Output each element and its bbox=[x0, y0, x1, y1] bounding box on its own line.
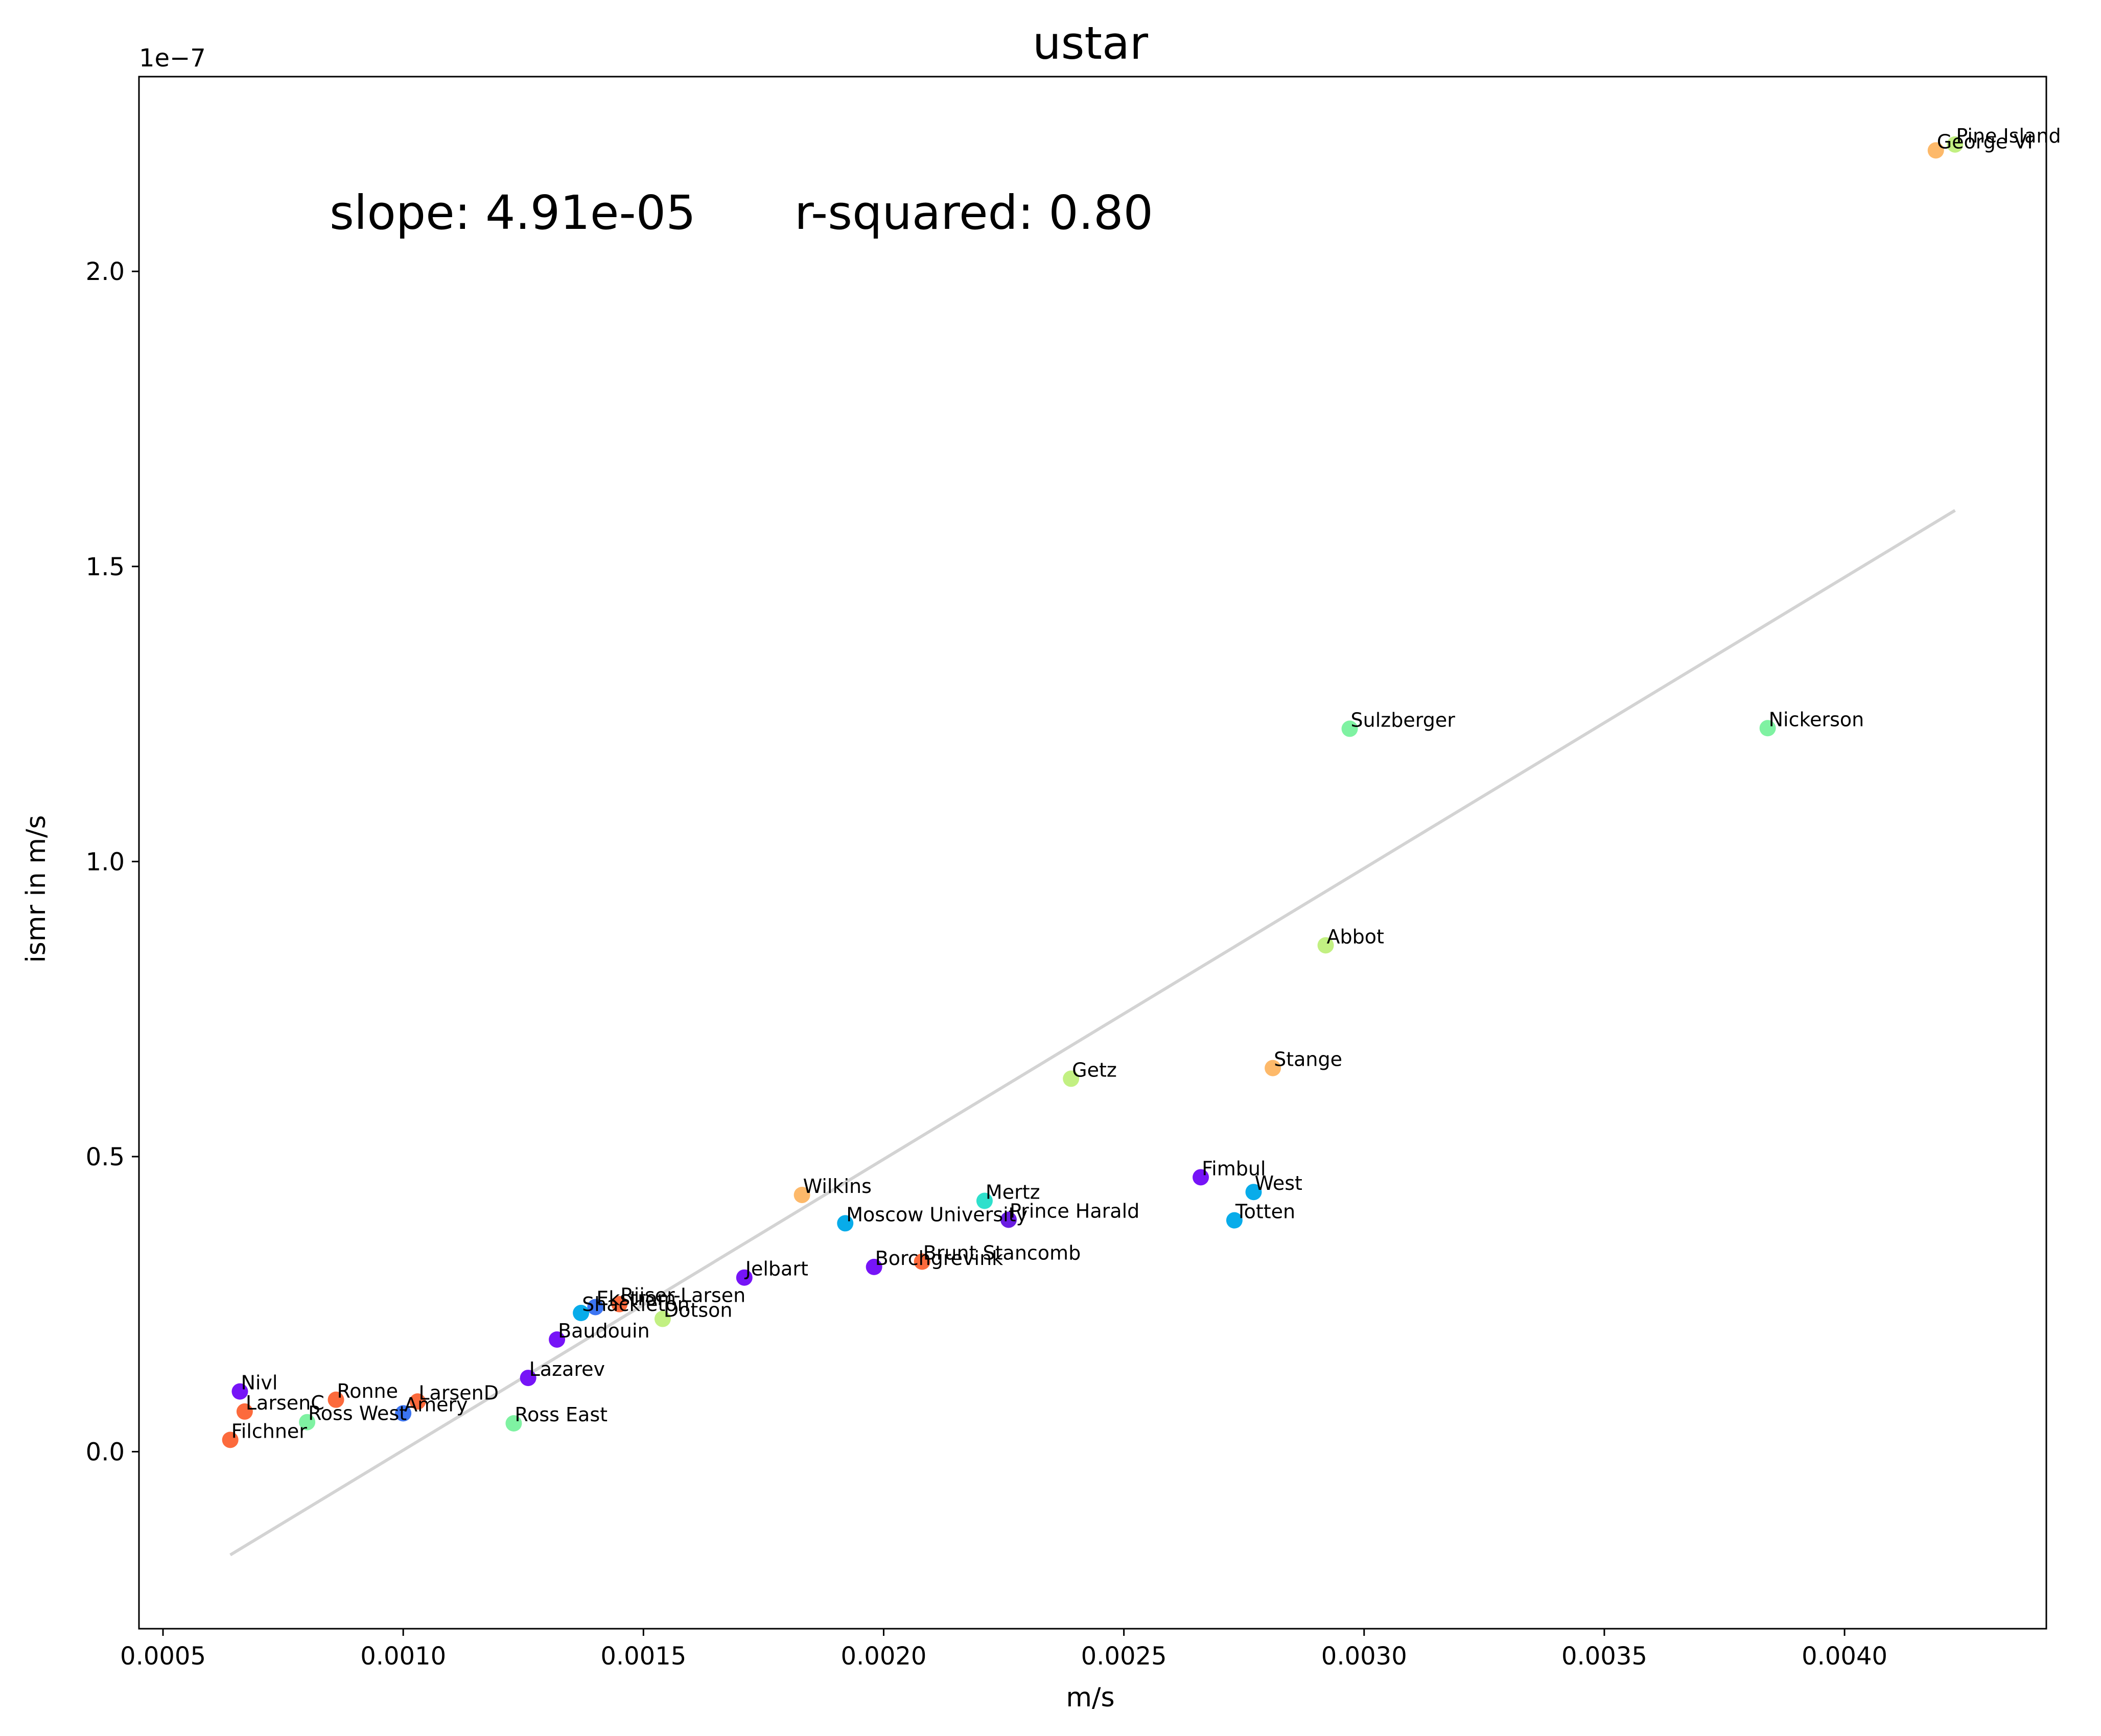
point-label: George VI bbox=[1937, 130, 2033, 153]
x-tick-label: 0.0010 bbox=[360, 1642, 446, 1671]
data-point bbox=[1226, 1212, 1243, 1229]
point-label: Nivl bbox=[241, 1372, 277, 1394]
data-point bbox=[1317, 937, 1334, 954]
point-label: Fimbul bbox=[1202, 1157, 1266, 1180]
data-point bbox=[914, 1253, 930, 1270]
point-label: Riiser-Larsen bbox=[620, 1284, 745, 1307]
point-label: Borchgrevink bbox=[875, 1247, 1003, 1270]
data-point bbox=[328, 1391, 344, 1408]
point-label: Nickerson bbox=[1769, 708, 1864, 731]
data-point bbox=[1265, 1060, 1281, 1076]
data-point bbox=[573, 1305, 590, 1322]
point-label: Stange bbox=[1274, 1048, 1342, 1071]
data-point bbox=[1947, 136, 1964, 153]
x-tick-label: 0.0035 bbox=[1561, 1642, 1647, 1671]
y-axis-title: ismr in m/s bbox=[21, 815, 52, 963]
y-tick-label: 0.5 bbox=[86, 1143, 125, 1171]
x-tick-label: 0.0040 bbox=[1802, 1642, 1887, 1671]
point-label: Filchner bbox=[231, 1420, 308, 1442]
x-tick-label: 0.0020 bbox=[841, 1642, 926, 1671]
data-point bbox=[654, 1310, 671, 1327]
point-label: Dotson bbox=[664, 1299, 733, 1322]
data-point bbox=[505, 1415, 522, 1432]
point-label: Mertz bbox=[986, 1181, 1040, 1204]
regression-line bbox=[229, 509, 1956, 1557]
x-tick-label: 0.0025 bbox=[1081, 1642, 1167, 1671]
point-label: Totten bbox=[1235, 1201, 1295, 1223]
point-label: Moscow University bbox=[846, 1203, 1028, 1226]
data-point bbox=[793, 1186, 810, 1203]
data-points bbox=[222, 136, 1964, 1448]
data-point bbox=[231, 1383, 248, 1400]
point-label: Brunt Stancomb bbox=[923, 1242, 1081, 1264]
point-label: Ronne bbox=[337, 1380, 399, 1402]
data-point bbox=[611, 1296, 628, 1312]
data-point bbox=[1000, 1211, 1017, 1228]
y-tick-label: 1.5 bbox=[86, 553, 125, 581]
point-label: LarsenC bbox=[246, 1392, 324, 1414]
data-point bbox=[395, 1405, 412, 1422]
data-point bbox=[1759, 720, 1776, 737]
point-label: Baudouin bbox=[558, 1320, 650, 1342]
plot-frame bbox=[138, 76, 2047, 1630]
y-offset-label: 1e−7 bbox=[139, 44, 206, 73]
point-label: Sulzberger bbox=[1351, 709, 1456, 731]
point-label: Shackleton bbox=[582, 1293, 690, 1316]
data-point bbox=[520, 1370, 536, 1387]
point-label: Pine Island bbox=[1956, 125, 2061, 147]
point-label: Ross East bbox=[515, 1403, 608, 1426]
data-point bbox=[549, 1331, 566, 1348]
data-point bbox=[587, 1299, 604, 1316]
data-point bbox=[976, 1192, 993, 1209]
data-point bbox=[236, 1403, 253, 1420]
data-point bbox=[1245, 1184, 1262, 1201]
point-label: Abbot bbox=[1327, 925, 1384, 948]
x-tick-label: 0.0005 bbox=[120, 1642, 206, 1671]
x-tick-label: 0.0015 bbox=[600, 1642, 686, 1671]
axis-ticks: 0.0005 0.0010 0.0015 0.0020 0.0025 0.0030 0.00… bbox=[86, 257, 1887, 1671]
slope-annotation: slope: 4.91e-05 bbox=[330, 185, 696, 240]
point-label: Ross West bbox=[308, 1402, 407, 1425]
point-label: Amery bbox=[404, 1393, 468, 1416]
point-label: Getz bbox=[1072, 1059, 1117, 1081]
data-point bbox=[299, 1414, 316, 1430]
y-tick-label: 2.0 bbox=[86, 257, 125, 286]
data-point bbox=[409, 1393, 426, 1410]
data-point bbox=[222, 1432, 239, 1448]
x-tick-label: 0.0030 bbox=[1321, 1642, 1407, 1671]
point-label: Ekstrom bbox=[596, 1287, 676, 1309]
data-point bbox=[736, 1269, 753, 1286]
point-label: LarsenD bbox=[418, 1381, 499, 1404]
regression-line-group bbox=[229, 509, 1956, 1557]
point-label: Lazarev bbox=[529, 1358, 605, 1380]
data-point bbox=[866, 1258, 882, 1275]
r-squared-annotation: r-squared: 0.80 bbox=[795, 185, 1153, 240]
chart-title: ustar bbox=[1033, 17, 1149, 69]
point-label: Jelbart bbox=[744, 1258, 808, 1280]
data-point bbox=[1341, 720, 1358, 737]
data-point bbox=[1063, 1070, 1080, 1087]
data-point bbox=[1927, 142, 1944, 159]
point-label: West bbox=[1255, 1172, 1302, 1194]
x-axis-title: m/s bbox=[1066, 1682, 1114, 1713]
data-point bbox=[837, 1215, 854, 1232]
point-label: Wilkins bbox=[803, 1175, 872, 1198]
y-tick-label: 1.0 bbox=[86, 848, 125, 876]
point-label: Prince Harald bbox=[1010, 1200, 1139, 1222]
data-point bbox=[1193, 1169, 1209, 1186]
y-tick-label: 0.0 bbox=[86, 1438, 125, 1466]
plot-area bbox=[138, 76, 2047, 1630]
